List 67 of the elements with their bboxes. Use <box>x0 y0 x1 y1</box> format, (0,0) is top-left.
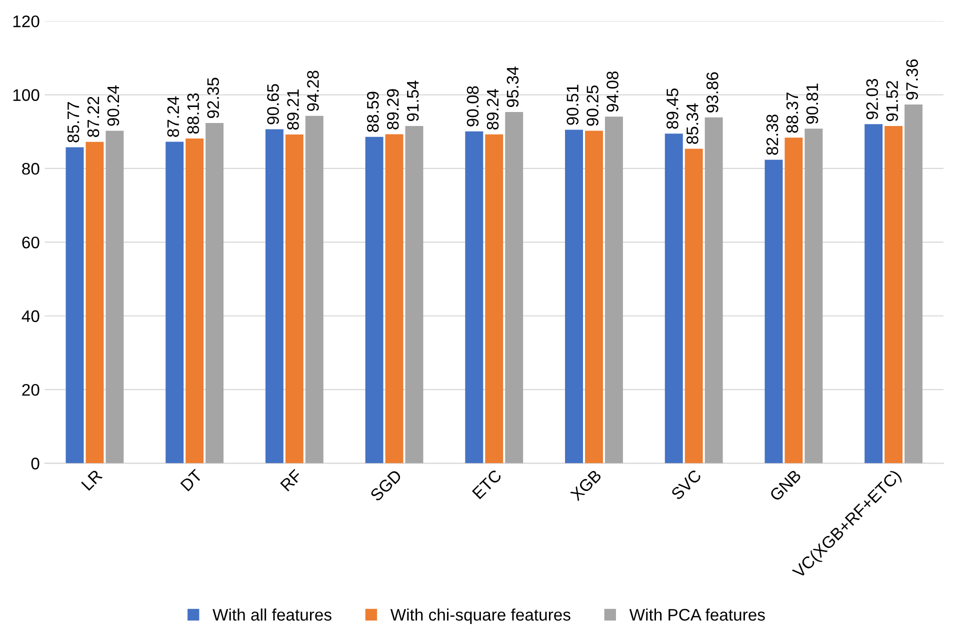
data-label: 97.36 <box>906 59 918 100</box>
bar <box>106 130 124 464</box>
y-tick-label: 80 <box>22 162 40 175</box>
data-label: 88.13 <box>187 93 200 134</box>
bar <box>166 142 184 464</box>
y-tick-label: 40 <box>22 310 40 322</box>
data-label: 91.52 <box>886 80 898 122</box>
data-label: 91.54 <box>406 80 419 122</box>
bar <box>465 131 484 464</box>
data-label: 94.28 <box>307 70 319 111</box>
data-label: 85.77 <box>67 102 80 142</box>
bar <box>206 122 224 464</box>
bar <box>764 160 783 464</box>
data-label: 85.34 <box>686 103 698 144</box>
data-label: 82.38 <box>766 114 778 155</box>
bar <box>664 134 683 464</box>
bar <box>804 128 823 464</box>
data-label: 88.59 <box>366 92 379 132</box>
x-tick-label: RF <box>280 469 302 492</box>
data-label: 92.35 <box>207 78 220 118</box>
bar <box>365 136 384 464</box>
bar <box>485 134 504 464</box>
data-label: 87.22 <box>87 96 100 137</box>
bar <box>265 129 284 464</box>
x-tick-label: LR <box>81 469 103 491</box>
data-label: 89.29 <box>386 89 399 130</box>
data-label: 93.86 <box>706 72 718 112</box>
legend-label: With all features <box>212 608 332 621</box>
data-label: 95.34 <box>506 66 519 108</box>
data-label: 89.24 <box>486 89 499 130</box>
data-label: 89.21 <box>287 89 299 130</box>
bar <box>684 148 703 464</box>
bar <box>285 134 304 464</box>
bar <box>584 130 603 464</box>
data-label: 90.08 <box>466 86 479 126</box>
y-tick-label: 120 <box>13 15 40 28</box>
data-label: 90.65 <box>267 84 279 124</box>
y-tick-label: 0 <box>31 458 40 470</box>
bar <box>604 116 623 464</box>
bar <box>305 116 324 464</box>
bar <box>66 147 84 464</box>
y-tick-label: 20 <box>22 384 40 396</box>
y-tick-label: 100 <box>13 89 40 101</box>
bar <box>704 117 723 464</box>
data-label: 90.81 <box>806 84 818 124</box>
data-label: 90.24 <box>107 85 120 126</box>
bar <box>565 130 583 464</box>
data-label: 92.03 <box>866 79 878 120</box>
bar <box>86 142 104 464</box>
bar <box>904 104 922 464</box>
bar <box>884 126 903 464</box>
bar <box>385 134 404 464</box>
legend-label: With PCA features <box>629 608 765 621</box>
bar <box>186 138 204 464</box>
data-label: 87.24 <box>167 96 180 137</box>
y-tick-label: 60 <box>22 236 40 248</box>
data-label: 90.25 <box>586 86 598 126</box>
legend-label: With chi-square features <box>390 608 570 624</box>
bar <box>784 138 803 464</box>
bar <box>405 126 424 464</box>
x-tick-label: DT <box>180 468 203 492</box>
bar <box>864 124 883 464</box>
data-label: 89.45 <box>666 88 678 129</box>
data-label: 88.37 <box>786 92 798 133</box>
bar <box>505 112 524 464</box>
data-label: 90.51 <box>566 84 578 125</box>
data-label: 94.08 <box>606 71 618 112</box>
